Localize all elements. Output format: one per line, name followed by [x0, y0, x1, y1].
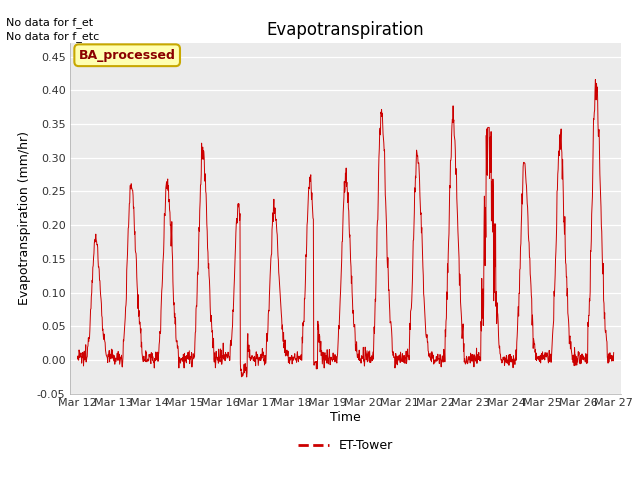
- Title: Evapotranspiration: Evapotranspiration: [267, 21, 424, 39]
- Text: BA_processed: BA_processed: [79, 49, 175, 62]
- Y-axis label: Evapotranspiration (mm/hr): Evapotranspiration (mm/hr): [19, 132, 31, 305]
- Text: No data for f_et: No data for f_et: [6, 17, 93, 28]
- X-axis label: Time: Time: [330, 411, 361, 424]
- Text: No data for f_etc: No data for f_etc: [6, 31, 100, 42]
- Legend: ET-Tower: ET-Tower: [293, 434, 398, 457]
